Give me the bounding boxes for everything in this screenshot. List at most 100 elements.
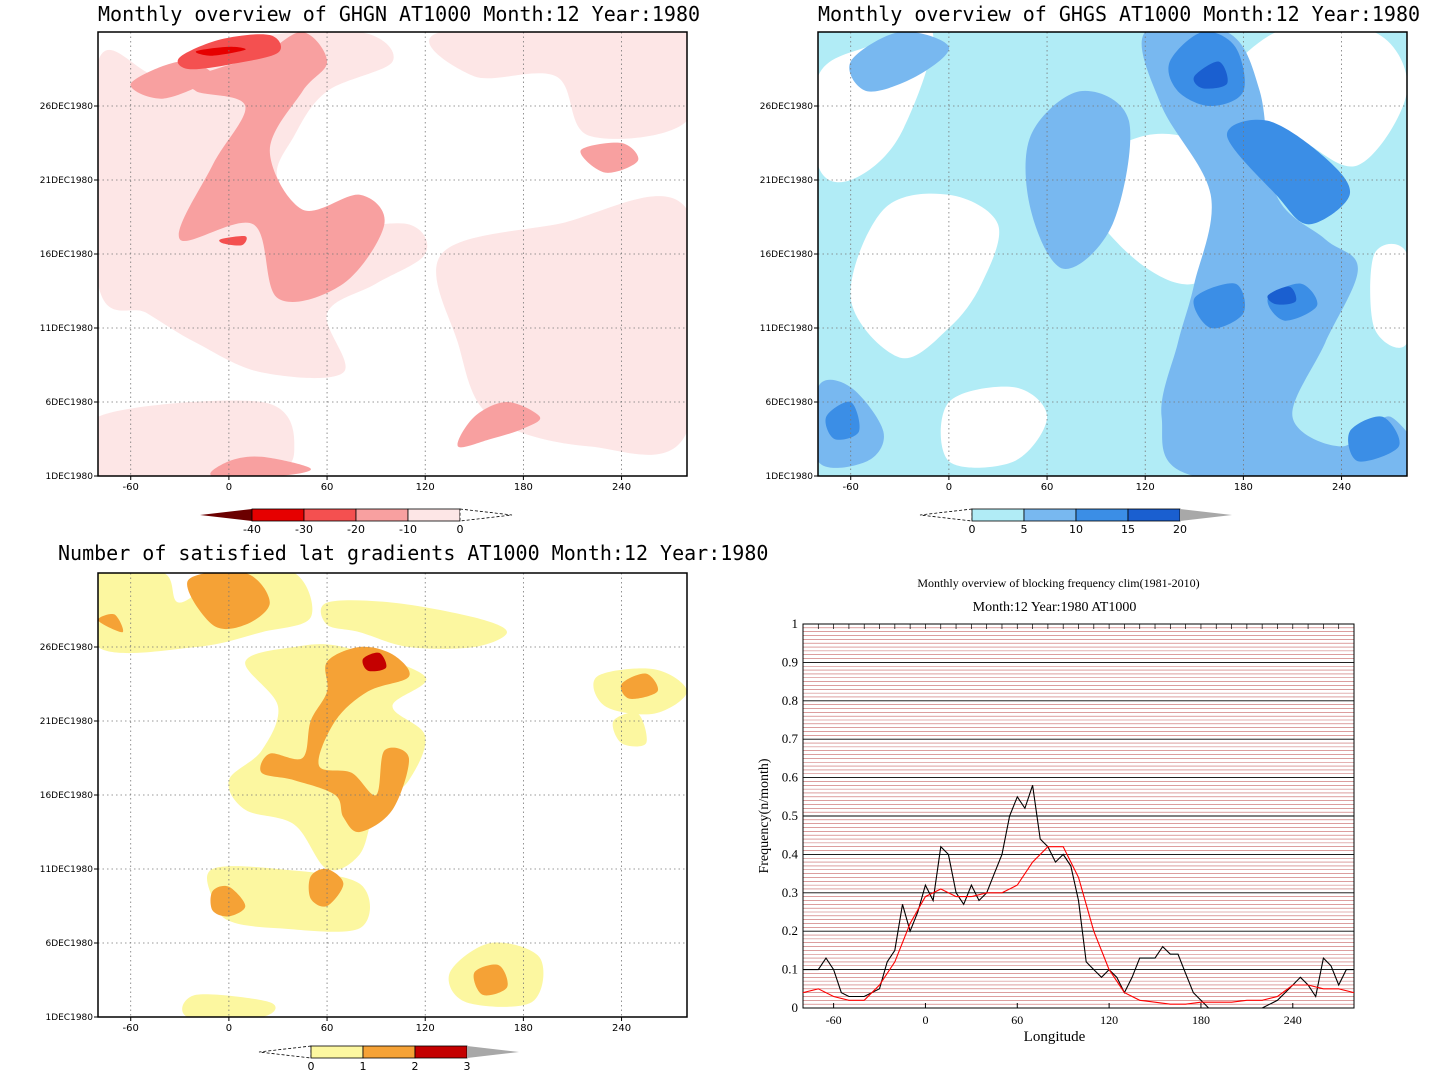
colorbar-label: 5	[1021, 523, 1028, 536]
ghgn-chart: -60 0 60 120 180 240 1DEC1980 6DEC1980 11DEC1980…	[40, 31, 688, 536]
contour-region	[620, 673, 659, 700]
colorbar-label: 2	[412, 1060, 419, 1073]
contour-region	[187, 573, 270, 630]
y-tick-label: 0.8	[782, 693, 798, 708]
contour-region	[457, 402, 541, 448]
contour-region	[1226, 119, 1351, 225]
y-tick-label: 0.7	[782, 731, 799, 746]
colorbar: 0 1 2 3	[258, 1045, 519, 1073]
contour-region	[228, 644, 427, 871]
contour-region	[210, 456, 311, 476]
y-tick-label: 0.1	[782, 962, 798, 977]
colorbar-label: 0	[308, 1060, 315, 1073]
contour-region	[1193, 283, 1246, 329]
y-tick-label: 11DEC1980	[40, 324, 94, 334]
x-tick-label: 0	[946, 482, 952, 493]
x-tick-label: 120	[416, 482, 435, 493]
x-tick-label: 60	[1041, 482, 1054, 493]
contour-region	[1267, 286, 1297, 305]
y-tick-label: 1	[792, 616, 799, 631]
y-tick-label: 0.6	[782, 770, 799, 785]
x-tick-label: -60	[123, 1023, 139, 1034]
colorbar-segment	[971, 508, 1025, 522]
x-tick-label: 180	[514, 482, 533, 493]
x-tick-label: 240	[1332, 482, 1351, 493]
colorbar-label: -10	[399, 523, 417, 536]
x-tick-label: 120	[1136, 482, 1155, 493]
colorbar: -40 -30 -20 -10 0	[200, 508, 513, 536]
colorbar-label: 20	[1173, 523, 1187, 536]
y-tick-label: 21DEC1980	[40, 176, 94, 186]
colorbar-segment	[355, 508, 409, 522]
colorbar-extension	[467, 1046, 519, 1058]
contour-region	[1193, 61, 1228, 89]
contour-region	[219, 236, 247, 246]
colorbar-extension	[258, 1045, 312, 1059]
y-tick-label: 1DEC1980	[765, 472, 813, 482]
contour-region	[1210, 32, 1407, 167]
colorbar-segment	[251, 508, 305, 522]
colorbar-label: -30	[295, 523, 313, 536]
series-line-1	[802, 846, 1355, 1005]
y-tick-label: 16DEC1980	[40, 791, 94, 801]
y-tick-label: 26DEC1980	[40, 102, 94, 112]
y-tick-label: 0.4	[782, 846, 799, 861]
colorbar-segment	[1127, 508, 1181, 522]
colorbar-label: 1	[360, 1060, 367, 1073]
x-tick-label: 60	[1011, 1013, 1023, 1027]
x-tick-label: 0	[226, 482, 232, 493]
x-tick-label: 120	[416, 1023, 435, 1034]
x-tick-label: 240	[612, 482, 631, 493]
plot-frame	[802, 623, 1355, 1009]
y-tick-label: 6DEC1980	[45, 939, 93, 949]
colorbar: 0 5 10 15 20	[919, 508, 1232, 536]
y-tick-label: 21DEC1980	[40, 717, 94, 727]
x-tick-label: 120	[1100, 1013, 1118, 1027]
contour-region	[195, 46, 246, 56]
y-tick-label: 11DEC1980	[40, 865, 94, 875]
y-tick-label: 6DEC1980	[45, 398, 93, 408]
y-tick-label: 21DEC1980	[760, 176, 814, 186]
contour-region	[850, 193, 1000, 359]
colorbar-segment	[303, 508, 357, 522]
colorbar-label: 0	[457, 523, 464, 536]
contour-region	[580, 142, 639, 173]
colorbar-label: -20	[347, 523, 365, 536]
colorbar-segment	[1075, 508, 1129, 522]
y-tick-label: 6DEC1980	[765, 398, 813, 408]
x-tick-label: 0	[226, 1023, 232, 1034]
contour-region	[1348, 416, 1400, 462]
y-tick-label: 16DEC1980	[760, 250, 814, 260]
contour-region	[940, 386, 1048, 468]
contour-region	[429, 32, 687, 139]
x-tick-label: 240	[612, 1023, 631, 1034]
contour-region	[1025, 90, 1131, 269]
colorbar-label: 3	[464, 1060, 471, 1073]
colorbar-label: 0	[969, 523, 976, 536]
chart-title-gradients: Number of satisfied lat gradients AT1000…	[58, 541, 769, 565]
contour-region	[436, 196, 687, 455]
chart-subtitle-blocking: Month:12 Year:1980 AT1000	[973, 600, 1137, 615]
y-tick-label: 16DEC1980	[40, 250, 94, 260]
contour-region	[260, 646, 410, 833]
x-axis-label: Longitude	[1024, 1029, 1086, 1045]
colorbar-label: -40	[243, 523, 261, 536]
colorbar-label: 10	[1069, 523, 1083, 536]
heatmap-field	[98, 32, 687, 476]
y-tick-label: 0.3	[782, 885, 798, 900]
x-tick-label: 0	[922, 1013, 928, 1027]
colorbar-label: 15	[1121, 523, 1135, 536]
gradients-chart: -60 0 60 120 180 2401DEC19806DEC198011DEC1980…	[40, 572, 688, 1073]
contour-region	[178, 32, 385, 302]
x-tick-label: -60	[826, 1013, 842, 1027]
x-tick-label: -60	[123, 482, 139, 493]
y-axis-label: Frequency(n/month)	[757, 758, 772, 873]
heatmap-field	[98, 573, 687, 1017]
contour-region	[210, 885, 246, 917]
colorbar-extension	[1180, 509, 1232, 521]
contour-region	[362, 652, 387, 672]
colorbar-segment	[407, 508, 461, 522]
y-tick-label: 11DEC1980	[760, 324, 814, 334]
colorbar-segment	[1023, 508, 1077, 522]
x-tick-label: -60	[843, 482, 859, 493]
